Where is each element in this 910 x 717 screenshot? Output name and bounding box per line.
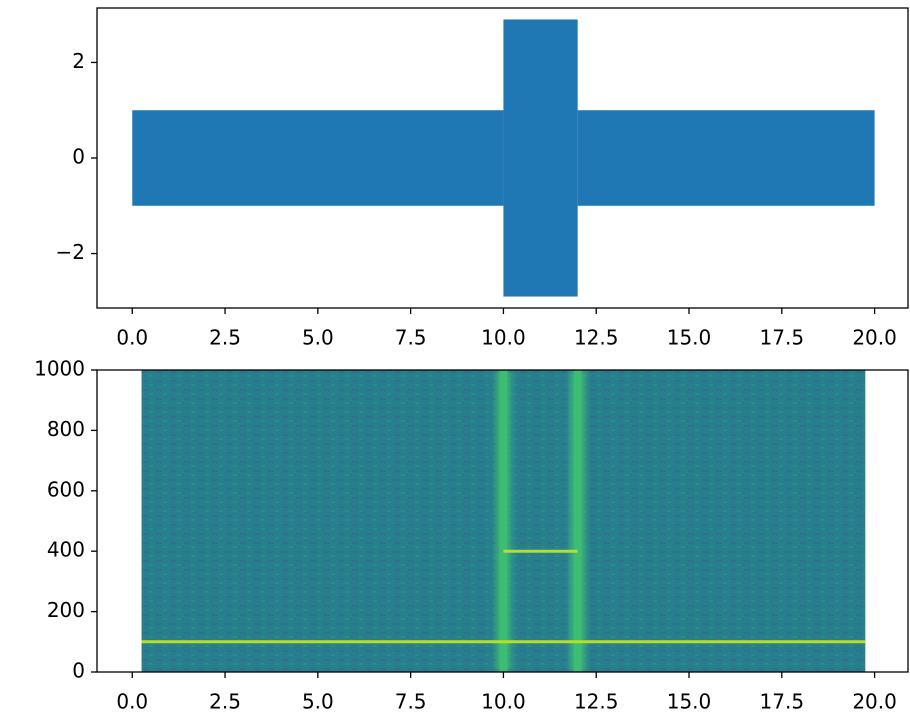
plot-area — [141, 370, 866, 672]
y-tick-label: 600 — [47, 477, 85, 501]
x-tick-label: 12.5 — [574, 326, 619, 350]
x-tick-label: 7.5 — [395, 690, 427, 714]
x-tick-label: 20.0 — [852, 690, 897, 714]
x-tick-label: 5.0 — [302, 326, 334, 350]
y-tick-label: −2 — [56, 240, 85, 264]
x-tick-label: 5.0 — [302, 690, 334, 714]
signal-envelope — [577, 110, 875, 206]
y-tick-label: 400 — [47, 538, 85, 562]
x-tick-label: 0.0 — [116, 326, 148, 350]
plot-area — [132, 19, 875, 297]
y-tick-label: 0 — [72, 659, 85, 683]
signal-envelope — [132, 110, 504, 206]
axes: 0.0 2.5 5.0 7.5 10.0 12.5 15.0 17.5 20.0 0 200 400 6… — [34, 357, 909, 714]
x-tick-label: 0.0 — [116, 690, 148, 714]
x-tick-label: 10.0 — [481, 690, 526, 714]
y-tick-label: 1000 — [34, 357, 85, 381]
y-tick-label: 200 — [47, 598, 85, 622]
x-tick-label: 2.5 — [209, 326, 241, 350]
y-tick-label: 0 — [72, 145, 85, 169]
signal-envelope — [503, 19, 578, 297]
y-tick-label: 2 — [72, 49, 85, 73]
x-tick-label: 15.0 — [667, 326, 712, 350]
x-tick-label: 2.5 — [209, 690, 241, 714]
x-tick-label: 10.0 — [481, 326, 526, 350]
axes-frame — [96, 369, 909, 673]
x-tick-label: 17.5 — [760, 326, 805, 350]
transient — [573, 370, 582, 672]
x-tick-label: 15.0 — [667, 690, 712, 714]
x-tick-label: 20.0 — [852, 326, 897, 350]
x-tick-label: 17.5 — [760, 690, 805, 714]
axes: 0.0 2.5 5.0 7.5 10.0 12.5 15.0 17.5 20.0 −2 0 2 — [56, 7, 909, 350]
y-tick-label: 800 — [47, 417, 85, 441]
x-tick-label: 7.5 — [395, 326, 427, 350]
x-tick-label: 12.5 — [574, 690, 619, 714]
transient — [499, 370, 508, 672]
